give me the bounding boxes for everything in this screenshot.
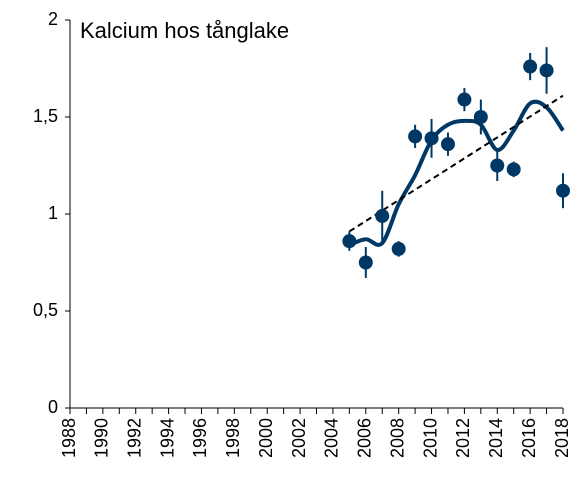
y-tick-label: 0,5 xyxy=(33,300,58,320)
y-tick-label: 1,5 xyxy=(33,106,58,126)
data-point xyxy=(358,255,373,270)
data-point xyxy=(375,208,390,223)
data-point xyxy=(490,158,505,173)
data-point xyxy=(342,234,357,249)
x-tick-label: 2012 xyxy=(453,418,473,458)
data-point xyxy=(556,183,570,198)
smooth-line xyxy=(348,99,565,247)
x-tick-label: 2002 xyxy=(289,418,309,458)
x-tick-label: 1988 xyxy=(59,418,79,458)
x-tick-label: 2006 xyxy=(355,418,375,458)
trend-line xyxy=(348,94,564,233)
data-point xyxy=(408,129,423,144)
chart-title: Kalcium hos tånglake xyxy=(80,18,289,43)
x-tick-label: 2016 xyxy=(519,418,539,458)
data-point xyxy=(457,92,472,107)
x-tick-label: 1998 xyxy=(223,418,243,458)
x-tick-label: 2004 xyxy=(322,418,342,458)
y-tick-label: 1 xyxy=(48,203,58,223)
x-tick-label: 1994 xyxy=(157,418,177,458)
x-tick-label: 2018 xyxy=(552,418,572,458)
data-point xyxy=(506,162,521,177)
x-tick-label: 1990 xyxy=(92,418,112,458)
x-tick-label: 2008 xyxy=(387,418,407,458)
data-point xyxy=(391,241,406,256)
x-tick-label: 2000 xyxy=(256,418,276,458)
x-tick-label: 1996 xyxy=(190,418,210,458)
x-tick-label: 1992 xyxy=(124,418,144,458)
y-tick-label: 0 xyxy=(48,397,58,417)
x-tick-label: 2010 xyxy=(420,418,440,458)
data-point xyxy=(539,63,554,78)
data-point xyxy=(473,110,488,124)
data-point xyxy=(440,137,455,152)
y-tick-label: 2 xyxy=(48,9,58,29)
data-point xyxy=(523,59,538,74)
data-point xyxy=(424,131,439,146)
x-tick-label: 2014 xyxy=(486,418,506,458)
